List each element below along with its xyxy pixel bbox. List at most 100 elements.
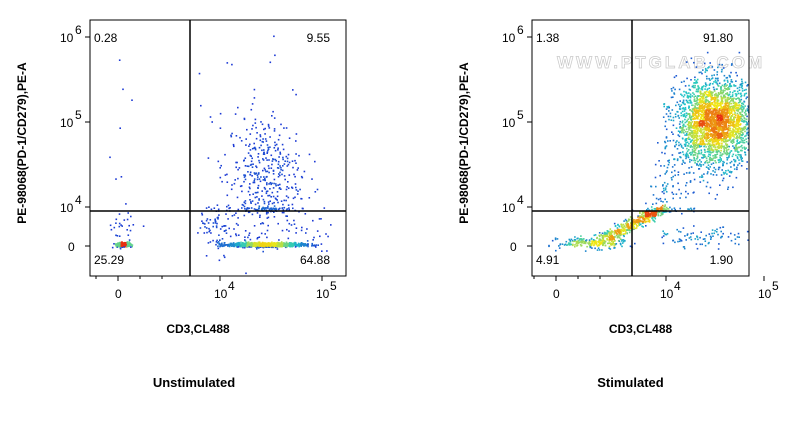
data-point [219, 176, 222, 179]
data-point [701, 126, 704, 128]
data-point [263, 207, 266, 209]
data-point [721, 98, 724, 100]
data-point [290, 242, 293, 245]
data-point [684, 125, 687, 128]
data-point [709, 109, 711, 112]
data-point [285, 195, 288, 197]
data-point [739, 99, 741, 102]
data-point [701, 123, 703, 126]
data-point [268, 242, 270, 244]
data-point [284, 178, 286, 181]
data-point [720, 149, 722, 152]
data-point [124, 244, 126, 246]
data-point [696, 116, 698, 118]
data-point [725, 111, 727, 114]
data-point [745, 134, 747, 137]
data-point [669, 140, 671, 142]
data-point [747, 142, 750, 145]
data-point [215, 241, 218, 243]
data-point [740, 154, 742, 156]
data-point [723, 150, 725, 153]
data-point [267, 216, 270, 219]
data-point [716, 133, 718, 136]
data-point [681, 107, 684, 110]
data-point [733, 106, 735, 108]
data-point [701, 136, 704, 139]
data-point [723, 134, 725, 136]
data-point [703, 136, 705, 138]
data-point [274, 197, 277, 200]
data-point [301, 176, 304, 179]
data-point [708, 149, 711, 151]
data-point [693, 134, 696, 137]
data-point [700, 114, 703, 117]
data-point [251, 175, 253, 177]
data-point [709, 108, 712, 110]
data-point [716, 146, 719, 148]
data-point [728, 93, 731, 96]
data-point [249, 187, 251, 190]
data-point [235, 135, 238, 137]
data-point [678, 88, 681, 91]
data-point [230, 243, 233, 245]
data-point [709, 125, 712, 128]
data-point [262, 198, 265, 201]
data-point [722, 146, 724, 148]
data-point [220, 245, 222, 247]
data-point [716, 141, 719, 144]
data-point [235, 222, 238, 225]
data-point [728, 134, 730, 136]
data-point [230, 188, 233, 191]
data-point [256, 178, 259, 181]
data-point [210, 232, 212, 234]
data-point [702, 109, 704, 111]
data-point [230, 135, 233, 138]
data-point [274, 244, 276, 246]
data-point [723, 149, 726, 152]
data-point [249, 133, 252, 135]
data-point [267, 165, 270, 167]
data-point [725, 144, 728, 147]
data-point [740, 127, 743, 130]
data-point [724, 96, 727, 98]
data-point [681, 94, 683, 97]
data-point [273, 208, 276, 210]
data-point [694, 110, 697, 113]
data-point [682, 115, 685, 118]
data-point [697, 113, 700, 116]
data-point [203, 232, 206, 234]
data-point [724, 112, 726, 114]
data-point [742, 129, 745, 131]
data-point [696, 122, 699, 125]
data-point [693, 121, 696, 123]
data-point [266, 190, 269, 192]
data-point [727, 134, 729, 137]
data-point [736, 139, 739, 141]
data-point [116, 244, 119, 246]
data-point [708, 90, 711, 92]
data-point [267, 146, 269, 149]
data-point [725, 112, 728, 115]
data-point [696, 130, 699, 133]
data-point [200, 104, 202, 107]
data-point [711, 110, 713, 113]
data-point [673, 92, 675, 94]
data-point [274, 141, 276, 144]
data-point [687, 154, 689, 157]
data-point [719, 92, 722, 94]
data-point [729, 120, 732, 122]
data-point [693, 93, 695, 96]
data-point [738, 159, 740, 161]
data-point [741, 80, 743, 83]
data-point [239, 245, 241, 248]
data-point [714, 97, 717, 100]
data-point [281, 229, 284, 232]
data-point [687, 118, 690, 120]
data-point [679, 120, 682, 123]
data-point [732, 153, 735, 156]
data-point [670, 88, 673, 90]
data-point [292, 245, 294, 247]
data-point [729, 151, 731, 154]
data-point [721, 102, 724, 105]
x-axis-label: CD3,CL488 [166, 322, 230, 336]
